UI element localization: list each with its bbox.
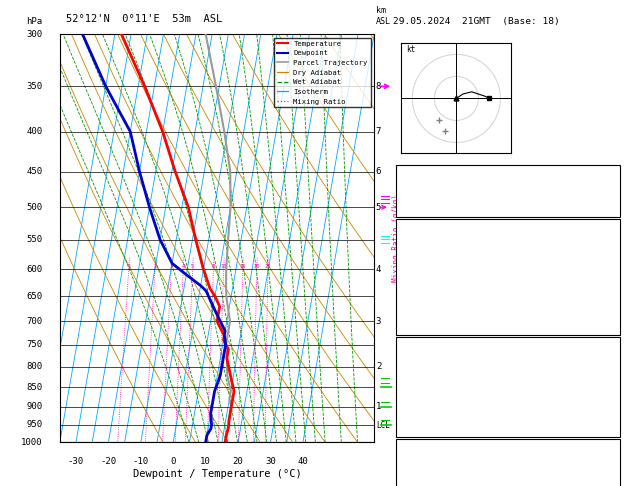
Text: 312: 312 xyxy=(600,371,616,381)
Text: hPa: hPa xyxy=(26,17,43,26)
Text: 300: 300 xyxy=(26,30,43,38)
Text: θᴄ (K): θᴄ (K) xyxy=(400,371,431,381)
Text: 16.2: 16.2 xyxy=(595,237,616,246)
Text: 350: 350 xyxy=(26,82,43,91)
Text: SREH: SREH xyxy=(400,473,421,483)
Text: 5: 5 xyxy=(376,203,381,212)
Text: 25: 25 xyxy=(265,264,271,269)
Text: 0: 0 xyxy=(611,317,616,327)
Text: 800: 800 xyxy=(26,362,43,371)
Text: 2: 2 xyxy=(153,264,157,269)
Text: 450: 450 xyxy=(26,167,43,176)
Text: 2: 2 xyxy=(376,362,381,371)
Text: 40: 40 xyxy=(298,456,308,466)
Text: 1: 1 xyxy=(127,264,130,269)
Text: -10: -10 xyxy=(133,456,149,466)
Text: 850: 850 xyxy=(26,382,43,392)
Text: 500: 500 xyxy=(26,203,43,212)
Text: 8: 8 xyxy=(212,264,215,269)
Text: 6: 6 xyxy=(376,167,381,176)
Text: 7: 7 xyxy=(376,127,381,136)
Text: 26: 26 xyxy=(605,473,616,483)
Text: K: K xyxy=(400,167,405,176)
Text: 17: 17 xyxy=(605,167,616,176)
Text: 209: 209 xyxy=(600,403,616,413)
Text: 312: 312 xyxy=(600,269,616,278)
Text: Temp (°C): Temp (°C) xyxy=(400,237,447,246)
Text: PW (cm): PW (cm) xyxy=(400,199,437,208)
Text: LCL: LCL xyxy=(376,421,390,430)
Text: 10: 10 xyxy=(200,456,211,466)
Text: 29.05.2024  21GMT  (Base: 18): 29.05.2024 21GMT (Base: 18) xyxy=(393,17,560,26)
Text: 4: 4 xyxy=(376,264,381,274)
Text: CAPE (J): CAPE (J) xyxy=(400,301,442,311)
Text: 10: 10 xyxy=(220,264,227,269)
Text: Mixing Ratio (g/kg): Mixing Ratio (g/kg) xyxy=(391,194,401,282)
Text: Most Unstable: Most Unstable xyxy=(474,339,542,348)
Text: km
ASL: km ASL xyxy=(376,6,391,26)
Text: 5: 5 xyxy=(191,264,194,269)
Text: 6: 6 xyxy=(611,457,616,467)
Text: © weatheronline.co.uk: © weatheronline.co.uk xyxy=(396,471,493,480)
Text: Surface: Surface xyxy=(489,221,526,230)
Text: CIN (J): CIN (J) xyxy=(400,317,437,327)
Text: 20: 20 xyxy=(253,264,260,269)
Text: 600: 600 xyxy=(26,264,43,274)
Text: 20: 20 xyxy=(233,456,243,466)
Text: θᴄ(K): θᴄ(K) xyxy=(400,269,426,278)
Text: 1002: 1002 xyxy=(595,355,616,364)
Text: 1: 1 xyxy=(376,402,381,411)
Text: 4: 4 xyxy=(182,264,185,269)
Text: 10.9: 10.9 xyxy=(595,253,616,262)
Text: 400: 400 xyxy=(26,127,43,136)
Text: 1.89: 1.89 xyxy=(595,199,616,208)
Text: 0: 0 xyxy=(611,419,616,429)
Text: 0: 0 xyxy=(170,456,176,466)
Text: 1000: 1000 xyxy=(21,438,43,447)
Text: 15: 15 xyxy=(240,264,246,269)
Text: EH: EH xyxy=(400,457,411,467)
Text: CIN (J): CIN (J) xyxy=(400,419,437,429)
Text: 209: 209 xyxy=(600,301,616,311)
Text: 550: 550 xyxy=(26,235,43,244)
Text: 900: 900 xyxy=(26,402,43,411)
Text: 2: 2 xyxy=(611,285,616,295)
Text: 750: 750 xyxy=(26,340,43,349)
Legend: Temperature, Dewpoint, Parcel Trajectory, Dry Adiabat, Wet Adiabat, Isotherm, Mi: Temperature, Dewpoint, Parcel Trajectory… xyxy=(274,37,370,107)
Text: Lifted Index: Lifted Index xyxy=(400,285,463,295)
Text: 3: 3 xyxy=(170,264,173,269)
Text: 950: 950 xyxy=(26,420,43,429)
Text: -30: -30 xyxy=(68,456,84,466)
Text: 2: 2 xyxy=(611,387,616,397)
Text: Hodograph: Hodograph xyxy=(484,441,532,451)
Text: 30: 30 xyxy=(265,456,276,466)
Text: Dewpoint / Temperature (°C): Dewpoint / Temperature (°C) xyxy=(133,469,301,479)
Text: 8: 8 xyxy=(376,82,381,91)
Text: -20: -20 xyxy=(101,456,116,466)
Text: CAPE (J): CAPE (J) xyxy=(400,403,442,413)
Text: 700: 700 xyxy=(26,317,43,326)
Text: Totals Totals: Totals Totals xyxy=(400,183,469,192)
Text: Lifted Index: Lifted Index xyxy=(400,387,463,397)
Text: 3: 3 xyxy=(376,317,381,326)
Text: Dewp (°C): Dewp (°C) xyxy=(400,253,447,262)
Text: 650: 650 xyxy=(26,292,43,301)
Text: kt: kt xyxy=(406,45,415,54)
Text: 44: 44 xyxy=(605,183,616,192)
Text: 52°12'N  0°11'E  53m  ASL: 52°12'N 0°11'E 53m ASL xyxy=(66,14,222,24)
Text: Pressure (mb): Pressure (mb) xyxy=(400,355,469,364)
